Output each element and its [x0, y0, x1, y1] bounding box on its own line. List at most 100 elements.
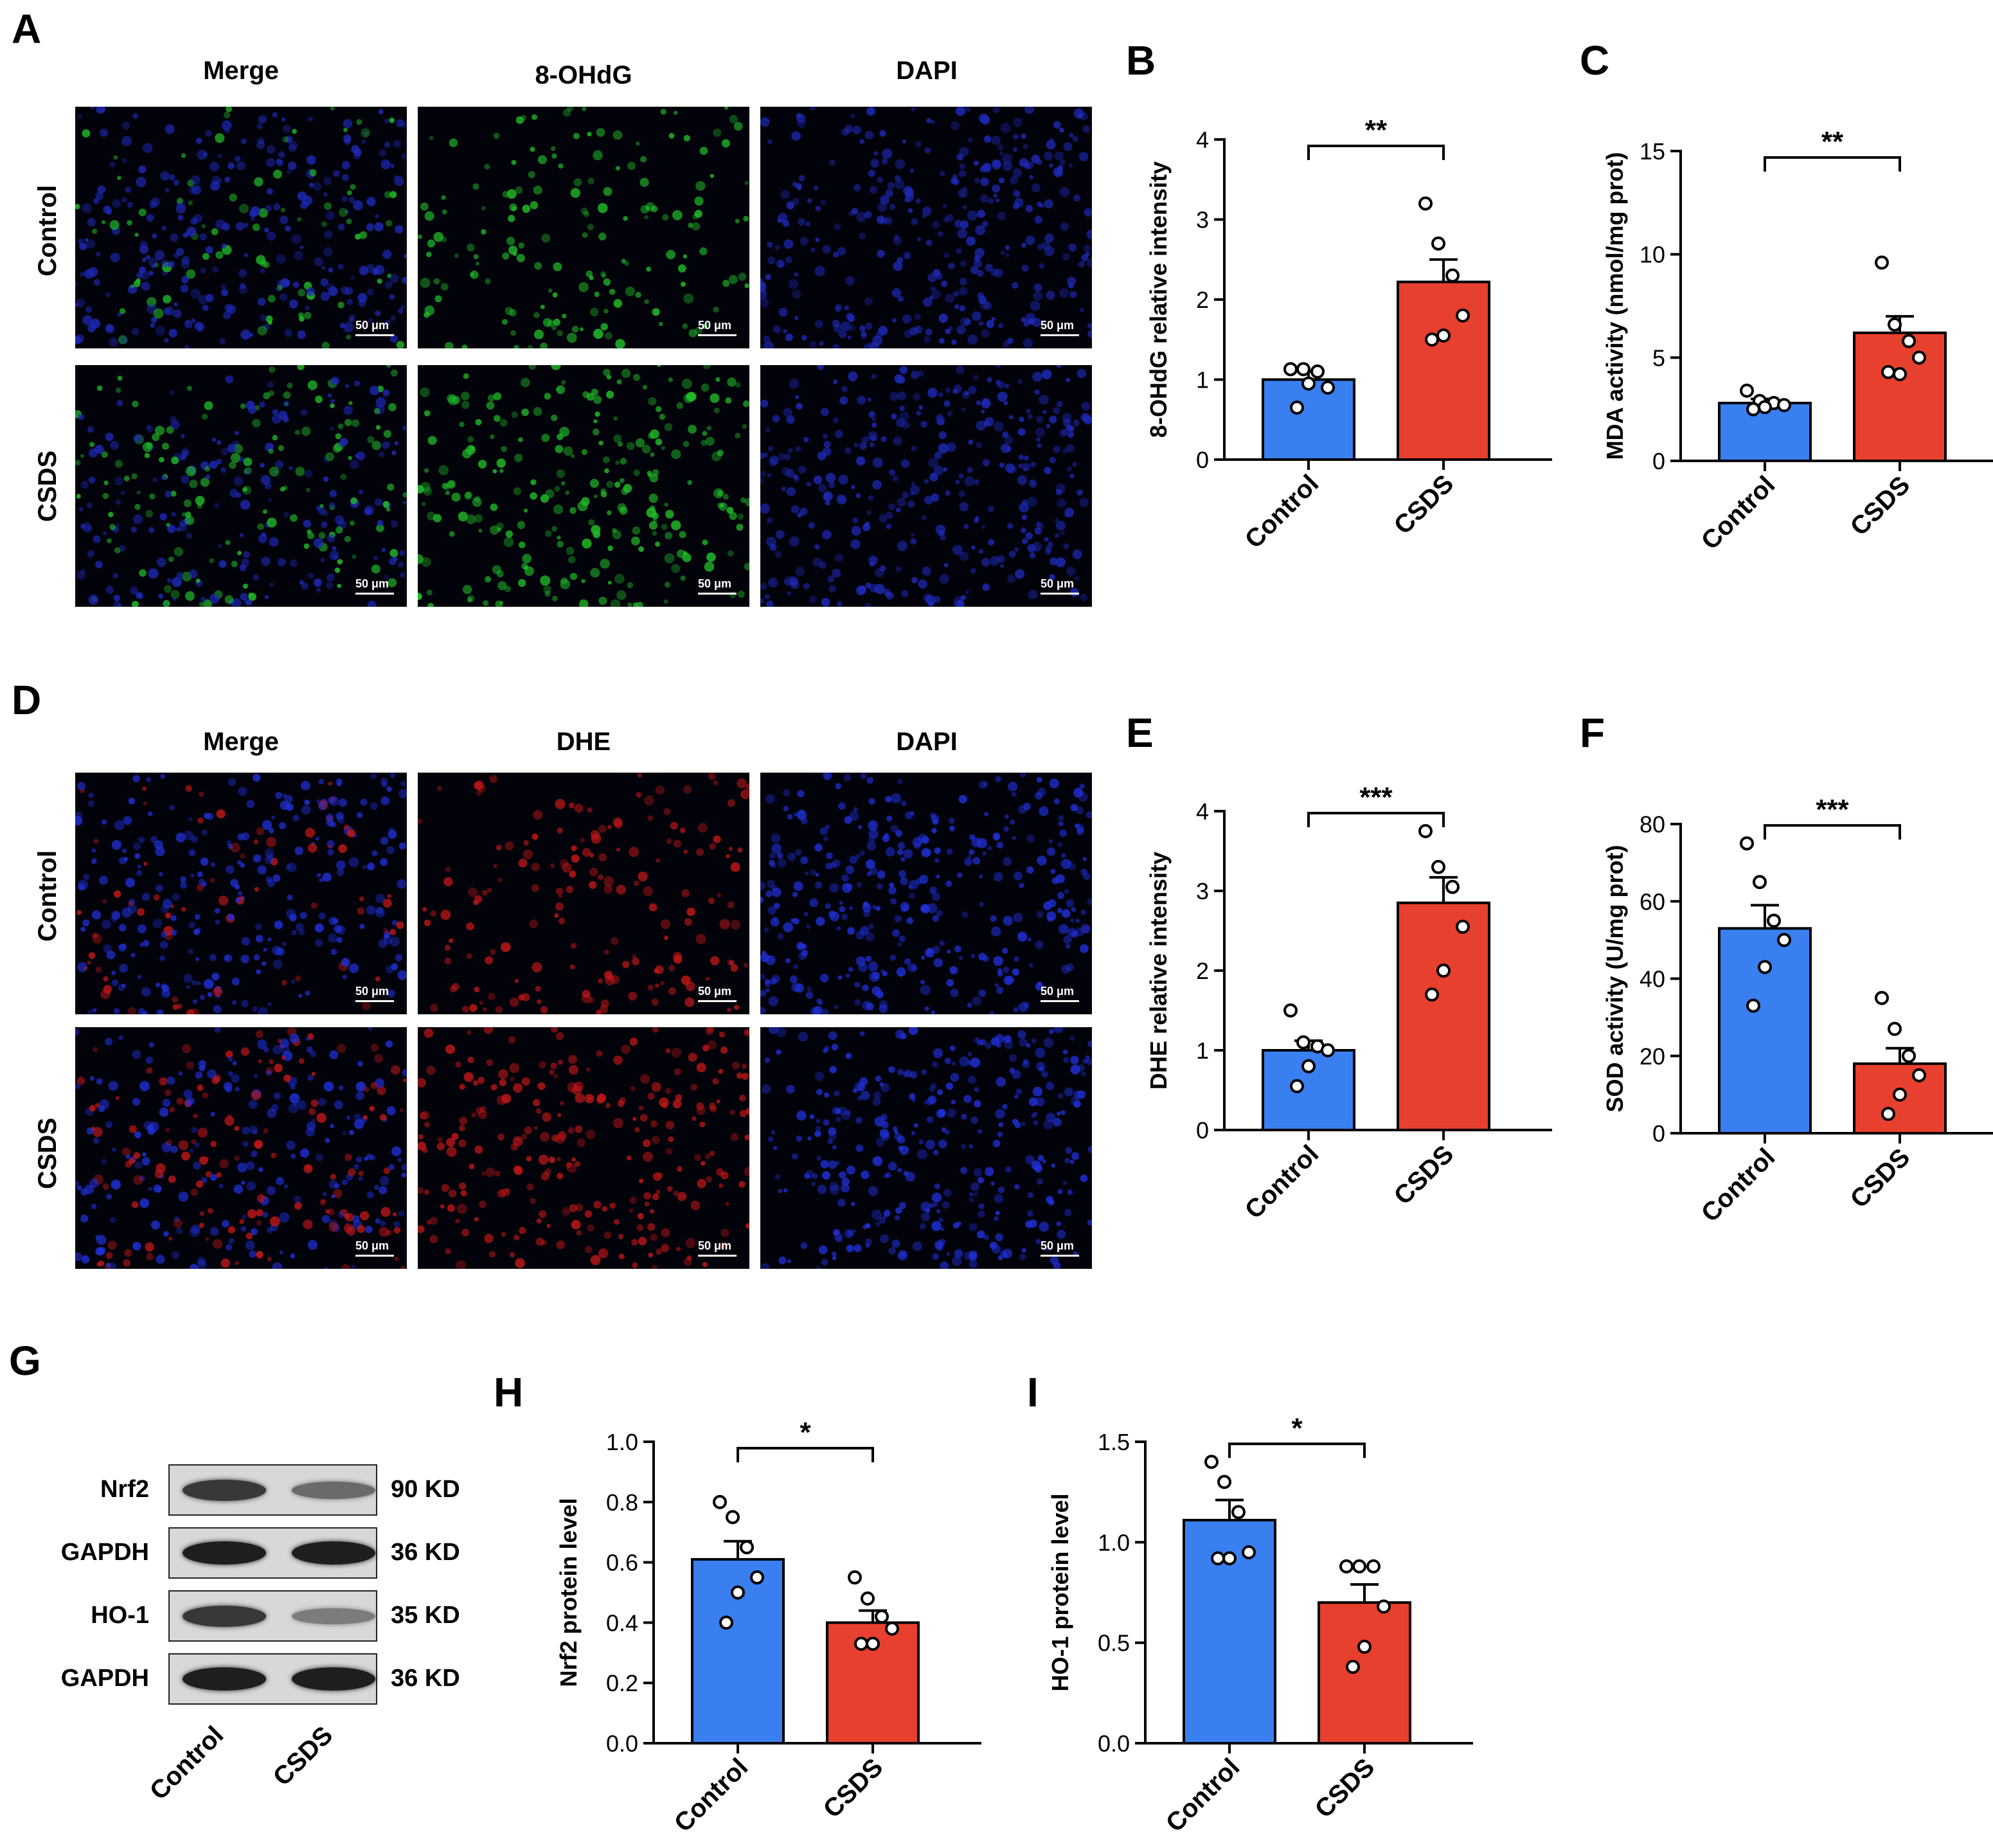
- data-point: [1377, 1599, 1391, 1614]
- panel-letter-h: H: [494, 1369, 523, 1415]
- data-point: [1431, 236, 1445, 251]
- bar-control: [1718, 927, 1812, 1135]
- y-tick-label: 0: [1196, 1117, 1209, 1144]
- scale-bar: [1041, 1000, 1079, 1002]
- y-tick-label: 0: [1652, 448, 1665, 474]
- blot-band: [183, 1667, 266, 1691]
- data-point: [1339, 1559, 1354, 1574]
- scale-bar: [698, 1000, 737, 1002]
- data-point: [1301, 376, 1316, 391]
- blot-strip: [168, 1527, 377, 1579]
- data-point: [713, 1494, 727, 1509]
- data-point: [1346, 1660, 1360, 1674]
- data-point: [1283, 1003, 1298, 1018]
- scale-bar-label: 50 μm: [698, 985, 732, 998]
- significance-bracket: [1307, 812, 1445, 827]
- y-tick-label: 10: [1640, 242, 1665, 268]
- blot-lane-label: CSDS: [268, 1721, 339, 1791]
- scale-bar-label: 50 μm: [698, 1239, 732, 1252]
- panel-letter-c: C: [1580, 37, 1609, 84]
- blot-band: [183, 1541, 266, 1565]
- data-point: [1425, 332, 1439, 347]
- blot-band: [183, 1605, 266, 1627]
- scale-bar-label: 50 μm: [1041, 319, 1075, 332]
- significance-label: **: [1365, 114, 1388, 146]
- data-point: [1217, 1475, 1231, 1489]
- scale-bar: [698, 334, 737, 336]
- significance-label: **: [1821, 126, 1844, 157]
- data-point: [726, 1510, 740, 1525]
- data-point: [1204, 1455, 1219, 1469]
- y-tick-label: 0: [1196, 447, 1209, 473]
- scale-bar: [1041, 593, 1079, 595]
- significance-label: ***: [1359, 782, 1393, 813]
- data-point: [1310, 364, 1325, 379]
- data-point: [731, 1585, 745, 1600]
- data-point: [750, 1570, 764, 1585]
- data-point: [1242, 1545, 1256, 1559]
- data-point: [885, 1621, 899, 1636]
- y-axis-label: DHE relative intensity: [1145, 852, 1172, 1090]
- data-point: [848, 1570, 862, 1585]
- panel-letter-i: I: [1027, 1369, 1039, 1415]
- blot-protein-label: Nrf2: [100, 1476, 149, 1503]
- significance-label: *: [800, 1417, 811, 1448]
- micrograph-d-csds-merge: 50 μm: [75, 1027, 407, 1269]
- chart-e: E 0 1 2 3 4 DHE relative intensity Control CSDS *…: [1126, 710, 1552, 1225]
- scale-bar-label: 50 μm: [1041, 985, 1075, 998]
- scale-bar-label: 50 μm: [355, 1239, 389, 1252]
- panel-letter-d: D: [12, 677, 42, 723]
- data-point: [1425, 987, 1439, 1002]
- significance-bracket: [737, 1447, 874, 1462]
- y-tick-label: 1.0: [606, 1429, 638, 1455]
- data-point: [1436, 964, 1451, 978]
- data-point: [1296, 362, 1310, 377]
- significance-label: *: [1291, 1412, 1303, 1444]
- data-point: [1912, 350, 1926, 365]
- significance-bracket: [1764, 156, 1901, 172]
- data-point: [1431, 859, 1445, 874]
- data-point: [1357, 1639, 1372, 1654]
- data-point: [1740, 836, 1754, 851]
- d-col-marker: DHE: [556, 728, 611, 756]
- data-point: [1777, 933, 1791, 947]
- data-point: [854, 1637, 868, 1651]
- x-tick-label: Control: [1696, 471, 1781, 555]
- data-point: [861, 1591, 875, 1606]
- x-tick-label: Control: [669, 1753, 754, 1838]
- blot-size-label: 36 KD: [391, 1665, 460, 1692]
- data-point: [1746, 998, 1760, 1013]
- data-point: [719, 1615, 733, 1630]
- y-tick-label: 40: [1640, 966, 1665, 992]
- y-tick-label: 3: [1196, 878, 1209, 904]
- data-point: [1888, 1021, 1902, 1036]
- y-tick-label: 2: [1196, 287, 1209, 313]
- micrograph-a-control-merge: 50 μm: [75, 107, 407, 348]
- panel-letter-e: E: [1126, 710, 1154, 756]
- significance-label: ***: [1816, 794, 1849, 825]
- scale-bar-label: 50 μm: [1041, 1239, 1075, 1252]
- y-tick-label: 5: [1652, 345, 1665, 371]
- data-point: [1445, 268, 1460, 283]
- micrograph-a-csds-marker: 50 μm: [418, 365, 749, 607]
- scale-bar: [355, 1255, 394, 1257]
- scale-bar: [355, 334, 394, 336]
- data-point: [1231, 1505, 1246, 1520]
- scale-bar: [698, 1255, 737, 1257]
- scale-bar: [355, 593, 394, 595]
- scale-bar-label: 50 μm: [1041, 577, 1075, 590]
- x-tick-label: CSDS: [1845, 1143, 1916, 1214]
- scale-bar-label: 50 μm: [355, 985, 389, 998]
- x-tick-label: CSDS: [1389, 1140, 1460, 1210]
- micrograph-d-control-marker: 50 μm: [418, 773, 749, 1014]
- y-tick-label: 0.2: [606, 1670, 638, 1696]
- micrograph-d-control-dapi: 50 μm: [760, 773, 1092, 1014]
- significance-bracket: [1307, 145, 1445, 160]
- y-tick-label: 1.5: [1098, 1429, 1130, 1455]
- micrograph-d-csds-marker: 50 μm: [418, 1027, 749, 1269]
- x-tick-label: CSDS: [1845, 471, 1916, 541]
- data-point: [1211, 1551, 1225, 1566]
- data-point: [1445, 879, 1460, 894]
- blot-band: [292, 1608, 375, 1624]
